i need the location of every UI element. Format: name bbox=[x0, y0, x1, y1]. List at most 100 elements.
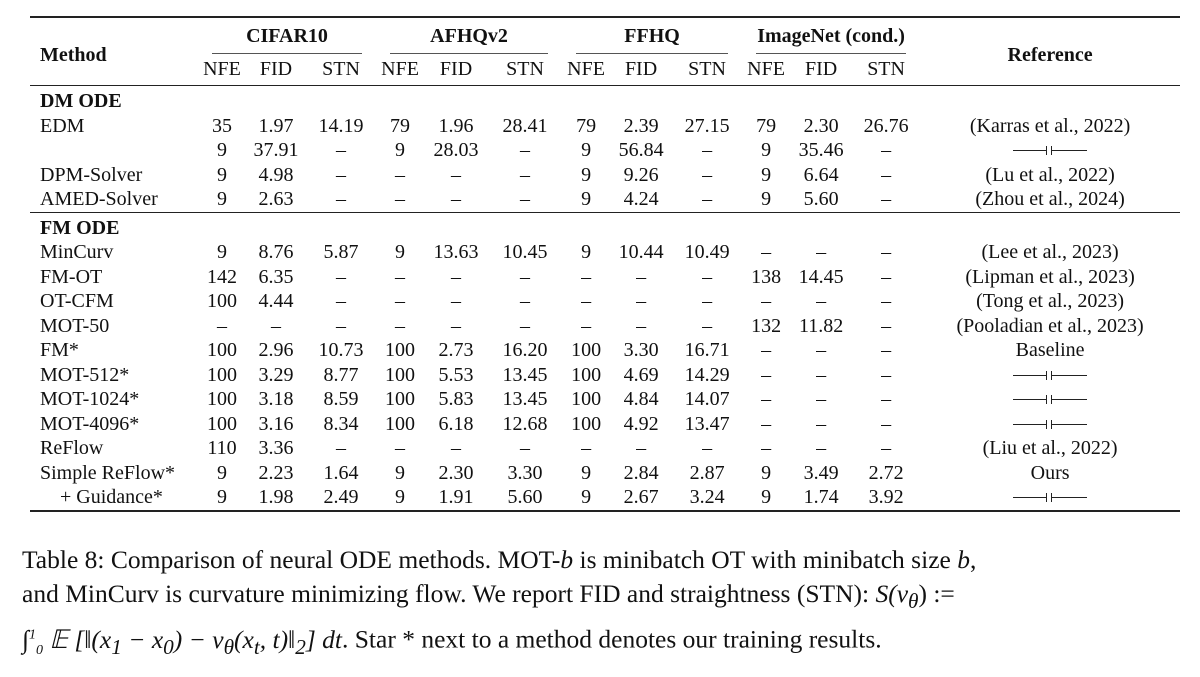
method-name: ReFlow bbox=[40, 437, 104, 459]
method-column-header: Method bbox=[40, 44, 107, 67]
table-cell: 4.84 bbox=[623, 388, 659, 410]
table-cell: 9 bbox=[581, 241, 592, 263]
subheader-fid: FID bbox=[804, 58, 838, 80]
table-cell: 79 bbox=[390, 114, 411, 137]
reference-ditto-mark bbox=[920, 412, 1180, 437]
group-header-afhqv2: AFHQv2 bbox=[390, 24, 549, 54]
table-cell: – bbox=[636, 265, 647, 288]
table-cell: 2.96 bbox=[258, 339, 294, 361]
caption-text: ) := bbox=[918, 579, 955, 608]
method-name: MOT-512* bbox=[40, 363, 130, 386]
table-cell: – bbox=[881, 339, 892, 361]
table-cell: 27.15 bbox=[684, 114, 730, 137]
table-cell: – bbox=[336, 163, 347, 186]
ditto-icon bbox=[1013, 370, 1088, 381]
caption-line-3: ∫10 𝔼 [‖(x1 − x0) − vθ(xt, t)‖2] dt. Sta… bbox=[22, 618, 1187, 668]
table-cell: 9 bbox=[217, 241, 227, 263]
table-cell: 100 bbox=[207, 290, 237, 312]
table-cell: 9 bbox=[581, 461, 592, 484]
table-cell: 10.73 bbox=[318, 339, 364, 361]
table-cell: 3.30 bbox=[623, 339, 659, 361]
subheader-stn: STN bbox=[322, 58, 360, 80]
table-cell: 35.46 bbox=[798, 139, 844, 161]
section-title: DM ODE bbox=[40, 90, 122, 112]
caption-text: is minibatch OT with minibatch size bbox=[573, 545, 958, 574]
table-cell: 2.49 bbox=[323, 486, 359, 508]
table-cell: 1.98 bbox=[258, 486, 294, 508]
table-cell: – bbox=[881, 388, 892, 410]
table-cell: – bbox=[395, 314, 406, 337]
table-caption: Table 8: Comparison of neural ODE method… bbox=[22, 543, 1187, 668]
table-cell: 28.41 bbox=[502, 114, 548, 137]
table-cell: – bbox=[881, 363, 892, 386]
table-cell: 10.44 bbox=[618, 241, 664, 263]
table-cell: 5.83 bbox=[438, 388, 474, 410]
table-cell: 12.68 bbox=[502, 412, 548, 435]
ditto-icon bbox=[1013, 419, 1088, 430]
table-cell: – bbox=[816, 290, 827, 312]
comparison-table: Method CIFAR10 AFHQv2 FFHQ ImageNet (con… bbox=[30, 16, 1181, 512]
table-cell: 138 bbox=[751, 265, 782, 288]
table-cell: 3.29 bbox=[258, 363, 294, 386]
subheader-nfe: NFE bbox=[567, 58, 605, 80]
table-cell: 9 bbox=[761, 139, 772, 161]
table-cell: – bbox=[816, 363, 827, 386]
table-cell: 10.45 bbox=[502, 241, 548, 263]
reference-citation: (Lipman et al., 2023) bbox=[965, 265, 1135, 288]
table-cell: 6.64 bbox=[803, 163, 839, 186]
table-cell: 56.84 bbox=[618, 139, 664, 161]
table-cell: 3.16 bbox=[258, 412, 294, 435]
table-cell: – bbox=[702, 437, 713, 459]
table-cell: – bbox=[271, 314, 281, 337]
table-row: MOT-512* 100 3.29 8.77 100 5.53 13.45 100 4.69 14… bbox=[30, 363, 1180, 388]
table-row: FM* 100 2.96 10.73 100 2.73 16.20 100 3.30 16.71 –… bbox=[30, 338, 1180, 363]
table-cell: 9 bbox=[217, 461, 227, 484]
table-cell: 4.92 bbox=[623, 412, 659, 435]
table-cell: 2.63 bbox=[258, 188, 294, 210]
ditto-icon bbox=[1013, 493, 1088, 503]
subheader-fid: FID bbox=[439, 58, 473, 80]
table-cell: – bbox=[702, 163, 713, 186]
table-cell: – bbox=[816, 437, 827, 459]
reference-ditto-mark bbox=[920, 485, 1180, 511]
table-cell: – bbox=[881, 290, 892, 312]
table-cell: 8.34 bbox=[323, 412, 359, 435]
table-cell: 100 bbox=[207, 363, 237, 386]
table-cell: – bbox=[336, 265, 347, 288]
caption-var-b: b bbox=[957, 545, 970, 574]
subheader-stn: STN bbox=[688, 58, 726, 80]
method-name: MOT-4096* bbox=[40, 412, 140, 435]
table-cell: 1.64 bbox=[323, 461, 359, 484]
table-cell: 14.19 bbox=[318, 114, 364, 137]
subheader-fid: FID bbox=[624, 58, 658, 80]
table-cell: – bbox=[451, 314, 462, 337]
table-cell: 11.82 bbox=[798, 314, 844, 337]
table-cell: 14.29 bbox=[684, 363, 730, 386]
table-cell: – bbox=[816, 388, 827, 410]
reference-citation: (Karras et al., 2022) bbox=[969, 114, 1131, 137]
table-cell: 5.87 bbox=[323, 241, 359, 263]
table-cell: 3.18 bbox=[258, 388, 294, 410]
table-cell: – bbox=[702, 139, 713, 161]
table-cell: – bbox=[816, 412, 827, 435]
table-cell: 100 bbox=[385, 412, 416, 435]
method-name: FM-OT bbox=[40, 265, 103, 288]
section-header-row: FM ODE bbox=[30, 212, 1181, 240]
reference-citation: (Pooladian et al., 2023) bbox=[956, 314, 1144, 337]
table-cell: – bbox=[881, 163, 892, 186]
subheader-row: NFE FID STN NFE FID STN NFE FID STN NFE FID STN bbox=[30, 54, 1180, 86]
table-cell: 142 bbox=[207, 265, 237, 288]
table-cell: 100 bbox=[571, 363, 602, 386]
method-name: Simple ReFlow* bbox=[40, 461, 176, 484]
table-cell: 16.71 bbox=[684, 339, 730, 361]
table-row: MOT-50 – – – – – – – – – 132 11.82 – (Pooladian et al… bbox=[30, 314, 1180, 339]
table-cell: – bbox=[881, 241, 892, 263]
table-cell: – bbox=[581, 290, 592, 312]
table-cell: 9 bbox=[761, 163, 772, 186]
reference-citation: (Zhou et al., 2024) bbox=[975, 188, 1125, 210]
table-cell: 13.45 bbox=[502, 363, 548, 386]
table-cell: 1.96 bbox=[438, 114, 474, 137]
table-cell: 5.60 bbox=[507, 486, 543, 508]
group-header-imagenet: ImageNet (cond.) bbox=[756, 24, 907, 54]
reference-ditto-mark bbox=[920, 138, 1180, 163]
